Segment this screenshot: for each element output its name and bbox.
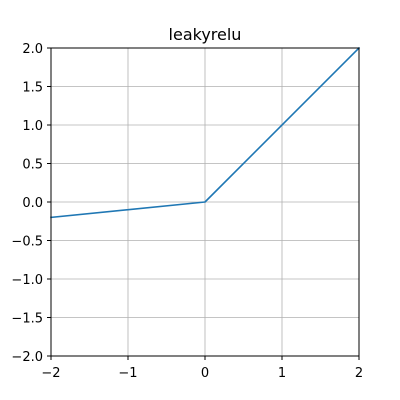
y-tick-label: 2.0 [22,42,43,57]
y-tick-label: −1.0 [11,273,43,288]
x-tick-label: 2 [355,366,363,381]
y-tick-label: −2.0 [11,350,43,365]
series-line-leakyrelu [50,46,361,219]
y-tick-label: −1.5 [11,312,43,327]
series-layer [50,46,361,219]
tick-layer: −2 −1 0 1 2 −2.0 −1.5 −1.0 −0.5 0.0 0.5 1.0 1.5 2.0 [11,42,363,381]
x-tick-label: −2 [41,366,60,381]
x-tick-label: 0 [201,366,209,381]
y-tick-label: 1.0 [22,119,43,134]
y-tick-label: −0.5 [11,235,43,250]
y-tick-label: 0.0 [22,196,43,211]
chart-title: leakyrelu [169,25,242,44]
y-tick-label: 1.5 [22,81,43,96]
y-tick-label: 0.5 [22,158,43,173]
x-tick-label: −1 [118,366,137,381]
x-tick-label: 1 [278,366,286,381]
